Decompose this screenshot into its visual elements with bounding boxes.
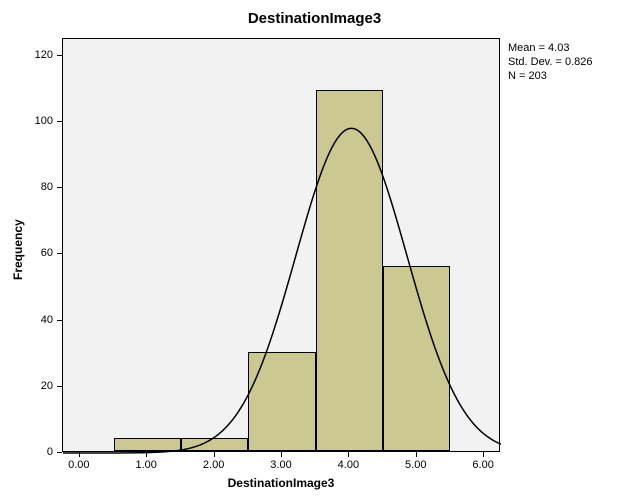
x-tick	[79, 452, 80, 457]
stats-line: Mean = 4.03	[508, 42, 593, 56]
x-tick	[348, 452, 349, 457]
y-tick-label: 80	[23, 181, 53, 193]
stats-box: Mean = 4.03Std. Dev. = 0.826N = 203	[508, 42, 593, 83]
y-tick	[57, 452, 62, 453]
histogram-bar	[383, 266, 450, 451]
x-axis-title: DestinationImage3	[62, 476, 500, 490]
y-tick-label: 60	[23, 247, 53, 259]
x-tick-label: 3.00	[270, 459, 291, 471]
y-tick-label: 40	[23, 314, 53, 326]
x-tick	[281, 452, 282, 457]
plot-area	[62, 38, 500, 452]
x-tick-label: 1.00	[136, 459, 157, 471]
x-tick-label: 4.00	[338, 459, 359, 471]
y-tick-label: 20	[23, 380, 53, 392]
y-tick	[57, 187, 62, 188]
x-tick	[483, 452, 484, 457]
y-tick	[57, 320, 62, 321]
x-tick	[214, 452, 215, 457]
y-tick-label: 0	[23, 446, 53, 458]
y-tick	[57, 121, 62, 122]
y-tick-label: 120	[23, 49, 53, 61]
y-tick	[57, 55, 62, 56]
x-tick-label: 2.00	[203, 459, 224, 471]
stats-line: N = 203	[508, 70, 593, 84]
x-tick	[416, 452, 417, 457]
histogram-bar	[248, 352, 315, 451]
x-tick-label: 0.00	[68, 459, 89, 471]
chart-canvas: DestinationImage3 0.00 1.00 2.00 3.00 4.00 5.…	[0, 0, 629, 504]
histogram-bar	[181, 438, 248, 451]
histogram-bar	[114, 438, 181, 451]
y-tick-label: 100	[23, 115, 53, 127]
x-tick-label: 5.00	[405, 459, 426, 471]
y-tick	[57, 386, 62, 387]
chart-title: DestinationImage3	[0, 10, 629, 27]
histogram-bar	[316, 90, 383, 451]
stats-line: Std. Dev. = 0.826	[508, 56, 593, 70]
y-tick	[57, 253, 62, 254]
x-tick-label: 6.00	[472, 459, 493, 471]
y-axis-title: Frequency	[11, 219, 25, 280]
x-tick	[146, 452, 147, 457]
